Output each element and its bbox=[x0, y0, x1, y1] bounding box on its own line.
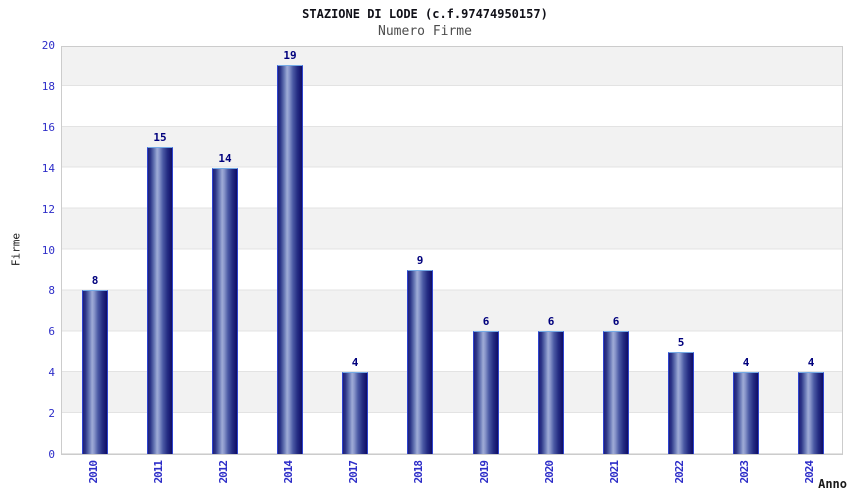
bar-2021 bbox=[603, 331, 629, 454]
y-tick-label: 2 bbox=[48, 407, 55, 420]
y-axis-title: Firme bbox=[9, 232, 23, 267]
x-tick-label-2024: 2024 bbox=[803, 461, 816, 484]
x-tick-label-2021: 2021 bbox=[608, 461, 621, 484]
bar-value-label: 6 bbox=[482, 315, 490, 328]
bar-2020 bbox=[538, 331, 564, 454]
bar-2018 bbox=[407, 270, 433, 454]
x-tick-label-2014: 2014 bbox=[282, 461, 295, 484]
y-tick-label: 20 bbox=[41, 39, 55, 52]
bar-value-label: 4 bbox=[807, 356, 815, 369]
bar-value-label: 15 bbox=[153, 131, 167, 144]
x-tick-label-2023: 2023 bbox=[738, 461, 751, 484]
x-tick-label-2020: 2020 bbox=[543, 461, 556, 484]
bar-value-label: 4 bbox=[742, 356, 750, 369]
bar-value-label: 9 bbox=[416, 254, 424, 267]
bar-value-label: 8 bbox=[91, 274, 99, 287]
plot-area: 8 15 14 19 4 9 6 6 6 5 4 4 bbox=[61, 46, 843, 455]
bar-value-label: 14 bbox=[218, 152, 232, 165]
bar-value-label: 19 bbox=[283, 49, 297, 62]
bar-2011 bbox=[147, 147, 173, 454]
bar-2010 bbox=[82, 290, 108, 454]
y-tick-label: 0 bbox=[48, 448, 55, 461]
x-axis-title: Anno bbox=[818, 477, 847, 491]
x-tick-label-2022: 2022 bbox=[673, 461, 686, 484]
bar-value-label: 4 bbox=[351, 356, 359, 369]
bar-value-label: 6 bbox=[612, 315, 620, 328]
y-tick-label: 16 bbox=[41, 121, 55, 134]
x-tick-label-2017: 2017 bbox=[347, 461, 360, 484]
x-tick-label-2018: 2018 bbox=[412, 461, 425, 484]
bar-value-label: 5 bbox=[677, 336, 685, 349]
y-tick-label: 4 bbox=[48, 366, 55, 379]
y-tick-label: 10 bbox=[41, 244, 55, 257]
bar-value-label: 6 bbox=[547, 315, 555, 328]
y-tick-label: 8 bbox=[48, 284, 55, 297]
x-tick-label-2010: 2010 bbox=[87, 461, 100, 484]
x-tick-label-2019: 2019 bbox=[478, 461, 491, 484]
chart-subtitle: Numero Firme bbox=[378, 24, 472, 39]
y-tick-label: 6 bbox=[48, 325, 55, 338]
bar-2023 bbox=[733, 372, 759, 454]
bar-2014 bbox=[277, 65, 303, 454]
y-tick-label: 12 bbox=[41, 203, 55, 216]
y-tick-label: 14 bbox=[41, 162, 55, 175]
bar-2024 bbox=[798, 372, 824, 454]
bar-2022 bbox=[668, 352, 694, 454]
bar-2017 bbox=[342, 372, 368, 454]
bar-2019 bbox=[473, 331, 499, 454]
x-tick-label-2012: 2012 bbox=[217, 461, 230, 484]
bar-2012 bbox=[212, 168, 238, 454]
chart-title: STAZIONE DI LODE (c.f.97474950157) bbox=[302, 7, 548, 21]
x-tick-label-2011: 2011 bbox=[152, 461, 165, 484]
y-tick-label: 18 bbox=[41, 80, 55, 93]
